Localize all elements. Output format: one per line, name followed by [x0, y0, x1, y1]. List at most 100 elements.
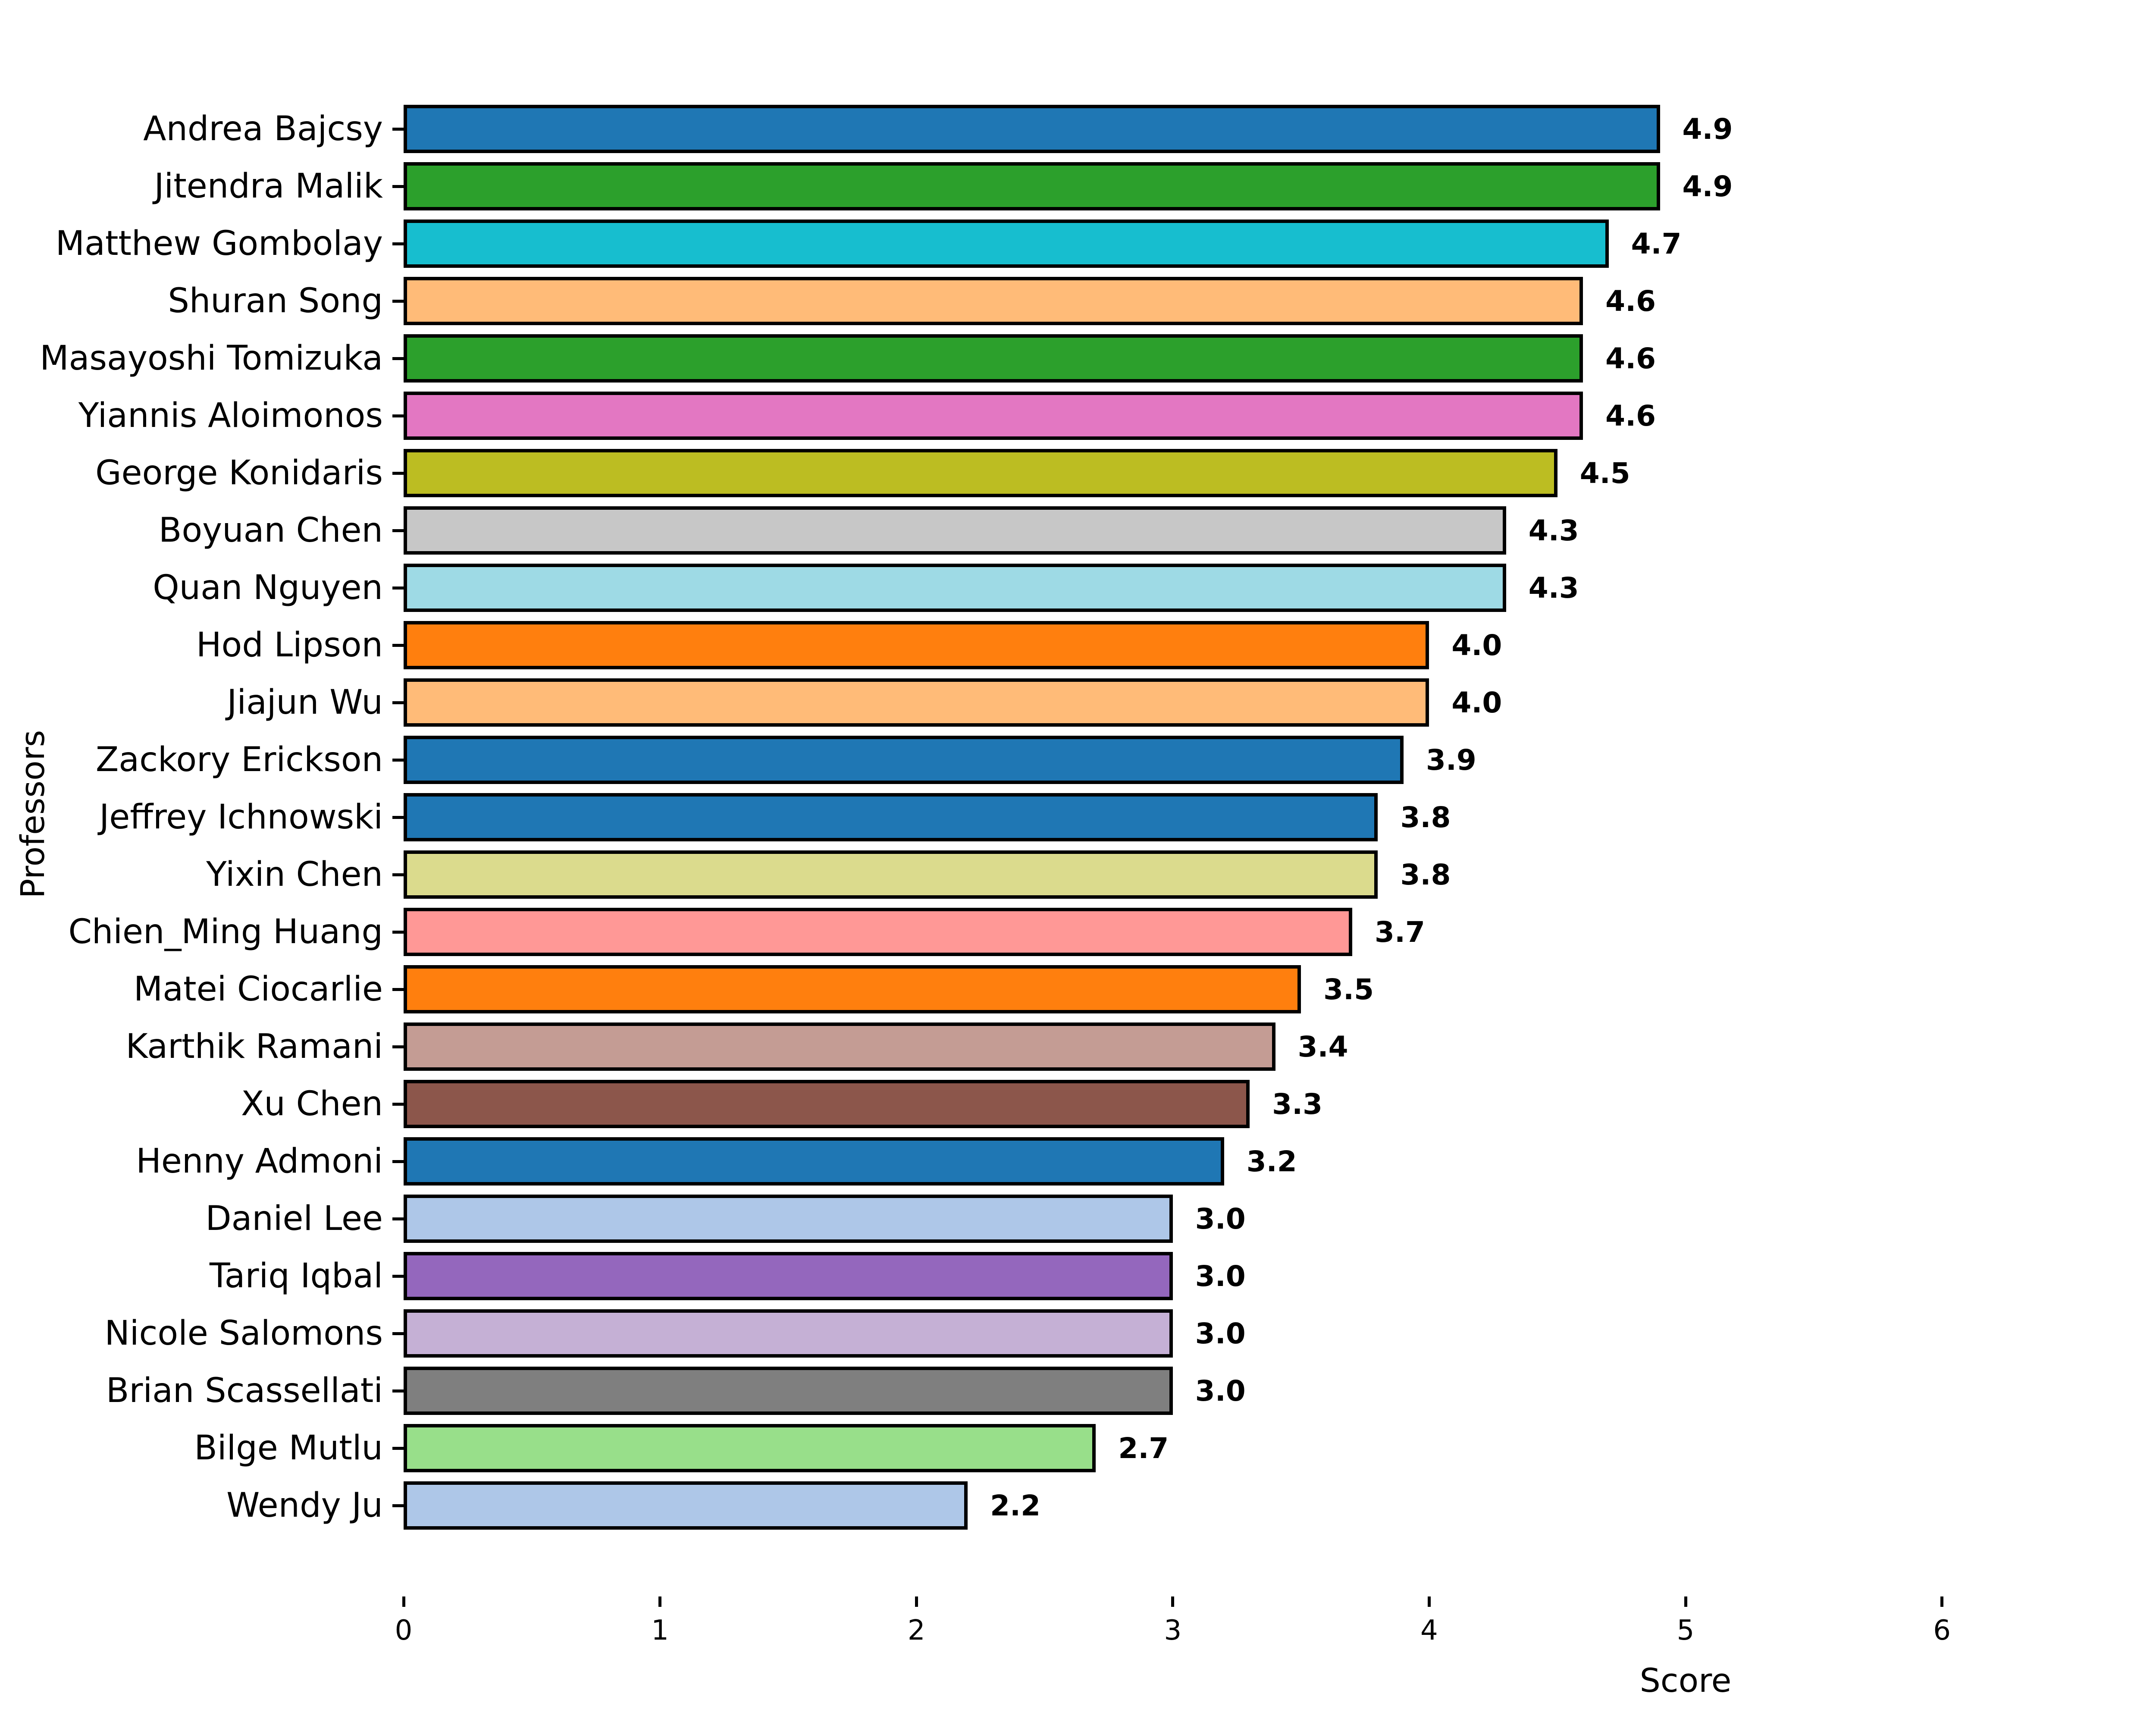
y-tick-mark	[392, 1274, 404, 1278]
y-tick-label-professor: Tariq Iqbal	[209, 1257, 383, 1295]
y-tick-mark	[392, 529, 404, 532]
x-tick-label: 1	[651, 1615, 669, 1647]
x-tick-label: 7	[2147, 1615, 2156, 1647]
y-tick-mark	[392, 815, 404, 819]
bar-value-label: 3.9	[1426, 743, 1476, 777]
y-tick-label-professor: Zackory Erickson	[95, 740, 383, 779]
x-tick-mark	[658, 1596, 662, 1607]
y-tick-mark	[392, 1446, 404, 1450]
bar	[404, 1424, 1096, 1472]
x-tick-mark	[1427, 1596, 1431, 1607]
bar	[404, 449, 1557, 497]
bar-value-label: 2.2	[990, 1489, 1041, 1522]
y-tick-label-professor: Matthew Gombolay	[55, 224, 383, 263]
bar-value-label: 4.6	[1605, 399, 1656, 433]
x-tick-label: 2	[907, 1615, 925, 1647]
y-tick-label-professor: Jeffrey Ichnowski	[99, 798, 383, 837]
y-tick-label-professor: Karthik Ramani	[125, 1027, 383, 1066]
y-tick-label-professor: Quan Nguyen	[153, 568, 383, 607]
y-tick-mark	[392, 1332, 404, 1335]
bar-value-label: 4.3	[1528, 514, 1579, 547]
x-tick-label: 4	[1420, 1615, 1438, 1647]
bar-value-label: 4.0	[1451, 686, 1502, 719]
bar-value-label: 2.7	[1118, 1431, 1169, 1465]
y-tick-mark	[392, 1217, 404, 1220]
bar	[404, 1367, 1173, 1415]
bar	[404, 1195, 1173, 1243]
y-tick-label-professor: Shuran Song	[168, 282, 383, 320]
bar	[404, 793, 1378, 841]
bar-value-label: 4.6	[1605, 342, 1656, 375]
y-tick-label-professor: Jitendra Malik	[154, 167, 383, 206]
bar-value-label: 3.0	[1195, 1259, 1246, 1293]
y-tick-mark	[392, 758, 404, 762]
y-tick-mark	[392, 1389, 404, 1393]
bar-value-label: 4.6	[1605, 284, 1656, 318]
bar	[404, 506, 1506, 555]
y-tick-label-professor: Hod Lipson	[196, 626, 383, 665]
bar-value-label: 3.8	[1400, 858, 1451, 891]
bar-value-label: 3.0	[1195, 1317, 1246, 1350]
y-tick-mark	[392, 643, 404, 647]
bar	[404, 277, 1583, 325]
bar	[404, 1022, 1275, 1071]
y-tick-label-professor: Xu Chen	[241, 1085, 383, 1123]
bar	[404, 678, 1429, 727]
bar	[404, 1309, 1173, 1358]
bar-value-label: 3.4	[1297, 1030, 1348, 1063]
bar	[404, 621, 1429, 669]
bar-value-label: 3.5	[1323, 972, 1374, 1006]
y-tick-mark	[392, 414, 404, 417]
y-tick-label-professor: Chien_Ming Huang	[68, 913, 383, 951]
y-tick-label-professor: Henny Admoni	[136, 1142, 383, 1181]
bar	[404, 392, 1583, 440]
y-tick-label-professor: Yiannis Aloimonos	[78, 396, 383, 435]
y-tick-mark	[392, 1045, 404, 1048]
bar-value-label: 3.7	[1375, 915, 1425, 949]
bar-value-label: 3.8	[1400, 800, 1451, 834]
y-tick-mark	[392, 357, 404, 360]
x-tick-label: 6	[1933, 1615, 1951, 1647]
bar	[404, 1137, 1224, 1186]
y-tick-label-professor: Boyuan Chen	[158, 511, 383, 550]
bar	[404, 564, 1506, 612]
bar	[404, 736, 1404, 784]
y-tick-label-professor: Andrea Bajcsy	[143, 110, 383, 148]
y-tick-label-professor: Daniel Lee	[205, 1199, 383, 1238]
bar	[404, 1481, 968, 1530]
y-tick-mark	[392, 1504, 404, 1507]
y-tick-label-professor: Masayoshi Tomizuka	[40, 339, 383, 378]
x-tick-label: 0	[395, 1615, 413, 1647]
y-tick-mark	[392, 127, 404, 131]
y-tick-mark	[392, 242, 404, 245]
y-tick-mark	[392, 1102, 404, 1106]
y-tick-mark	[392, 1160, 404, 1163]
y-tick-mark	[392, 701, 404, 704]
bar-value-label: 4.9	[1682, 112, 1733, 146]
bar	[404, 908, 1353, 956]
x-tick-mark	[1940, 1596, 1944, 1607]
x-tick-label: 3	[1164, 1615, 1182, 1647]
x-tick-mark	[915, 1596, 918, 1607]
bar-value-label: 3.3	[1272, 1087, 1323, 1121]
bar	[404, 1252, 1173, 1300]
y-tick-label-professor: George Konidaris	[95, 454, 383, 492]
bar	[404, 162, 1660, 210]
bar-value-label: 4.3	[1528, 571, 1579, 605]
y-tick-mark	[392, 873, 404, 876]
y-tick-mark	[392, 930, 404, 934]
y-tick-mark	[392, 185, 404, 188]
y-tick-mark	[392, 471, 404, 475]
y-tick-mark	[392, 988, 404, 991]
bar	[404, 1080, 1250, 1128]
x-axis-title: Score	[1639, 1661, 1732, 1700]
bar-value-label: 4.7	[1631, 227, 1682, 260]
y-tick-label-professor: Wendy Ju	[226, 1486, 383, 1525]
y-tick-label-professor: Nicole Salomons	[104, 1314, 383, 1353]
x-tick-mark	[1171, 1596, 1175, 1607]
x-tick-mark	[402, 1596, 405, 1607]
bar	[404, 105, 1660, 153]
bar-value-label: 3.0	[1195, 1202, 1246, 1236]
y-tick-label-professor: Matei Ciocarlie	[133, 970, 383, 1009]
bar	[404, 220, 1609, 268]
